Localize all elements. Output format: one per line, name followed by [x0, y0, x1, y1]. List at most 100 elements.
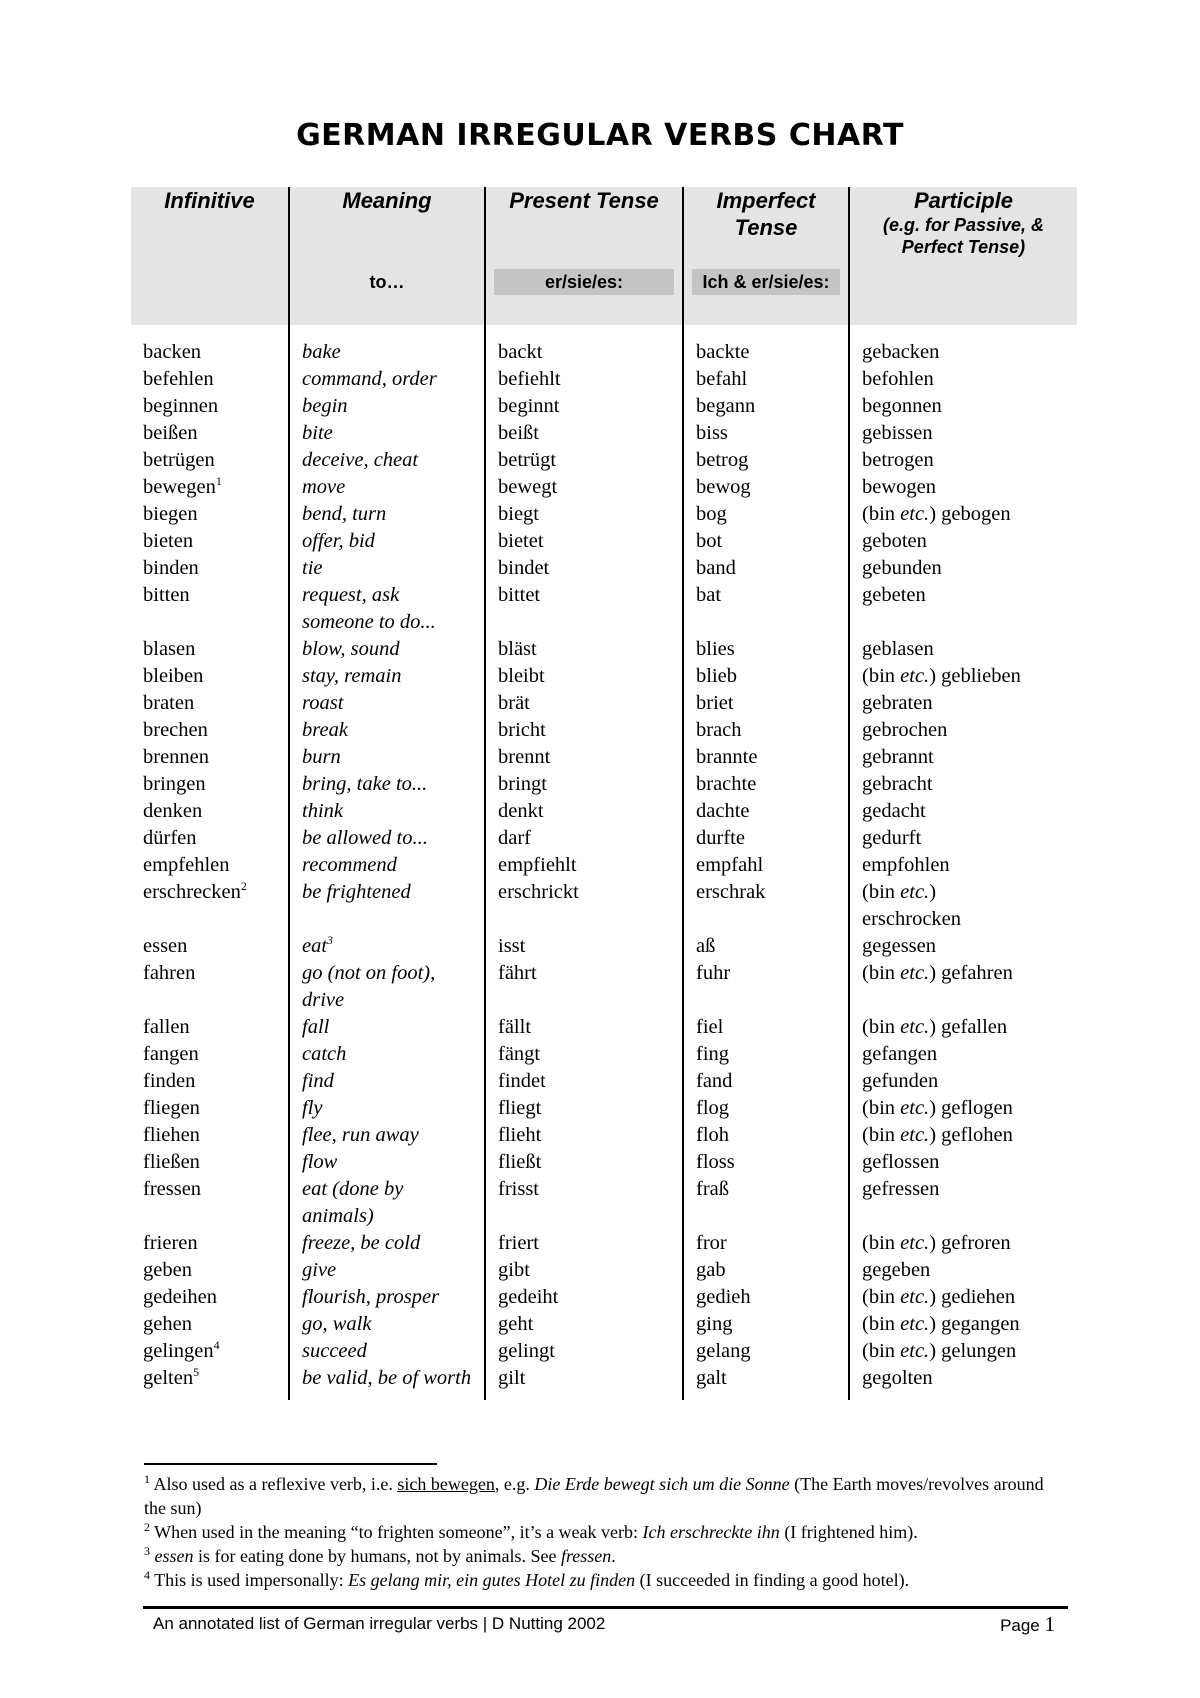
- header-participle: Participle (e.g. for Passive, & Perfect T…: [848, 187, 1077, 325]
- table-row: bringen bring, take to... bringt brachte geb…: [131, 771, 1077, 798]
- footnote: 2 When used in the meaning “to frighten …: [144, 1520, 1064, 1544]
- aux-suffix: ): [929, 1313, 937, 1335]
- imperfect-cell: galt: [682, 1365, 849, 1400]
- table-row: beginnen begin beginnt begann begonnen: [131, 393, 1077, 420]
- participle-cell: gegessen: [848, 933, 1077, 960]
- present-cell: bindet: [484, 555, 683, 582]
- footnote: 4 This is used impersonally: Es gelang m…: [144, 1568, 1064, 1592]
- meaning-cell: eat3: [288, 933, 485, 960]
- table-row: beißen bite beißt biss gebissen: [131, 420, 1077, 447]
- meaning: stay, remain: [302, 665, 402, 687]
- present-form: empfiehlt: [498, 854, 577, 876]
- footnote-text: When used in the meaning “to frighten so…: [150, 1522, 643, 1542]
- imperfect-form: fror: [696, 1232, 727, 1254]
- meaning: eat (done by animals): [302, 1178, 404, 1227]
- present-form: fließt: [498, 1151, 542, 1173]
- participle-cell: (bin etc.) gelungen: [848, 1338, 1077, 1365]
- aux-etc: etc.: [900, 1340, 930, 1362]
- present-form: bricht: [498, 719, 546, 741]
- table-row: betrügen deceive, cheat betrügt betrog betro…: [131, 447, 1077, 474]
- meaning: move: [302, 476, 346, 498]
- infinitive: fallen: [143, 1016, 190, 1038]
- infinitive: finden: [143, 1070, 196, 1092]
- infinitive-cell: bleiben: [131, 663, 289, 690]
- infinitive: denken: [143, 800, 203, 822]
- aux-suffix: ): [929, 881, 937, 903]
- table-row: binden tie bindet band gebunden: [131, 555, 1077, 582]
- imperfect-cell: dachte: [682, 798, 849, 825]
- infinitive: essen: [143, 935, 188, 957]
- imperfect-cell: brannte: [682, 744, 849, 771]
- participle: empfohlen: [862, 854, 950, 876]
- present-cell: gelingt: [484, 1338, 683, 1365]
- infinitive: binden: [143, 557, 199, 579]
- participle: gefallen: [941, 1016, 1008, 1038]
- imperfect-cell: bewog: [682, 474, 849, 501]
- page-title: GERMAN IRREGULAR VERBS CHART: [296, 118, 904, 153]
- present-form: frisst: [498, 1178, 539, 1200]
- imperfect-cell: fing: [682, 1041, 849, 1068]
- imperfect-form: gelang: [696, 1340, 751, 1362]
- table-row: braten roast brät briet gebraten: [131, 690, 1077, 717]
- imperfect-cell: gelang: [682, 1338, 849, 1365]
- participle: gebogen: [941, 503, 1011, 525]
- footnote-number: 2: [144, 1520, 150, 1534]
- imperfect-cell: erschrak: [682, 879, 849, 933]
- footnote-ref: 1: [215, 474, 222, 489]
- imperfect-cell: blieb: [682, 663, 849, 690]
- table-row: backen bake backt backte gebacken: [131, 325, 1077, 366]
- infinitive: fahren: [143, 962, 196, 984]
- participle-cell: begonnen: [848, 393, 1077, 420]
- present-cell: bleibt: [484, 663, 683, 690]
- infinitive: bleiben: [143, 665, 204, 687]
- meaning: think: [302, 800, 343, 822]
- participle-cell: gegolten: [848, 1365, 1077, 1400]
- imperfect-form: gab: [696, 1259, 726, 1281]
- meaning-cell: flee, run away: [288, 1122, 485, 1149]
- present-cell: bricht: [484, 717, 683, 744]
- meaning: blow, sound: [302, 638, 400, 660]
- present-form: beginnt: [498, 395, 560, 417]
- infinitive-cell: biegen: [131, 501, 289, 528]
- participle-cell: (bin etc.) gefahren: [848, 960, 1077, 1014]
- participle: erschrocken: [862, 908, 962, 930]
- present-form: geht: [498, 1313, 534, 1335]
- participle: gegangen: [941, 1313, 1020, 1335]
- infinitive: frieren: [143, 1232, 198, 1254]
- infinitive-cell: fallen: [131, 1014, 289, 1041]
- meaning: flourish, prosper: [302, 1286, 440, 1308]
- aux-prefix: (bin: [862, 1016, 901, 1038]
- participle: gebeten: [862, 584, 926, 606]
- imperfect-cell: briet: [682, 690, 849, 717]
- infinitive: beginnen: [143, 395, 219, 417]
- aux-prefix: (bin: [862, 1124, 901, 1146]
- aux-etc: etc.: [900, 1232, 930, 1254]
- verbs-table: Infinitive Meaning to… Present Tense er/si…: [131, 187, 1077, 1400]
- aux-suffix: ): [929, 1340, 937, 1362]
- present-cell: bewegt: [484, 474, 683, 501]
- aux-etc: etc.: [900, 1286, 930, 1308]
- meaning-cell: move: [288, 474, 485, 501]
- table-row: dürfen be allowed to... darf durfte gedurft: [131, 825, 1077, 852]
- aux-prefix: (bin: [862, 1097, 901, 1119]
- meaning: bake: [302, 341, 341, 363]
- table-row: brechen break bricht brach gebrochen: [131, 717, 1077, 744]
- meaning-cell: go (not on foot), drive: [288, 960, 485, 1014]
- participle-cell: gebeten: [848, 582, 1077, 636]
- infinitive-cell: bitten: [131, 582, 289, 636]
- imperfect-form: bog: [696, 503, 727, 525]
- present-form: gibt: [498, 1259, 530, 1281]
- participle-cell: gefressen: [848, 1176, 1077, 1230]
- participle: gefahren: [941, 962, 1013, 984]
- infinitive: beißen: [143, 422, 198, 444]
- header-label: Imperfect Tense: [716, 188, 816, 240]
- imperfect-cell: gedieh: [682, 1284, 849, 1311]
- present-form: brennt: [498, 746, 551, 768]
- table-row: erschrecken2 be frightened erschrickt ersch…: [131, 879, 1077, 933]
- infinitive-cell: binden: [131, 555, 289, 582]
- present-form: fängt: [498, 1043, 541, 1065]
- present-form: bietet: [498, 530, 544, 552]
- present-cell: fließt: [484, 1149, 683, 1176]
- footnote-text: essen: [150, 1546, 194, 1566]
- infinitive-cell: beißen: [131, 420, 289, 447]
